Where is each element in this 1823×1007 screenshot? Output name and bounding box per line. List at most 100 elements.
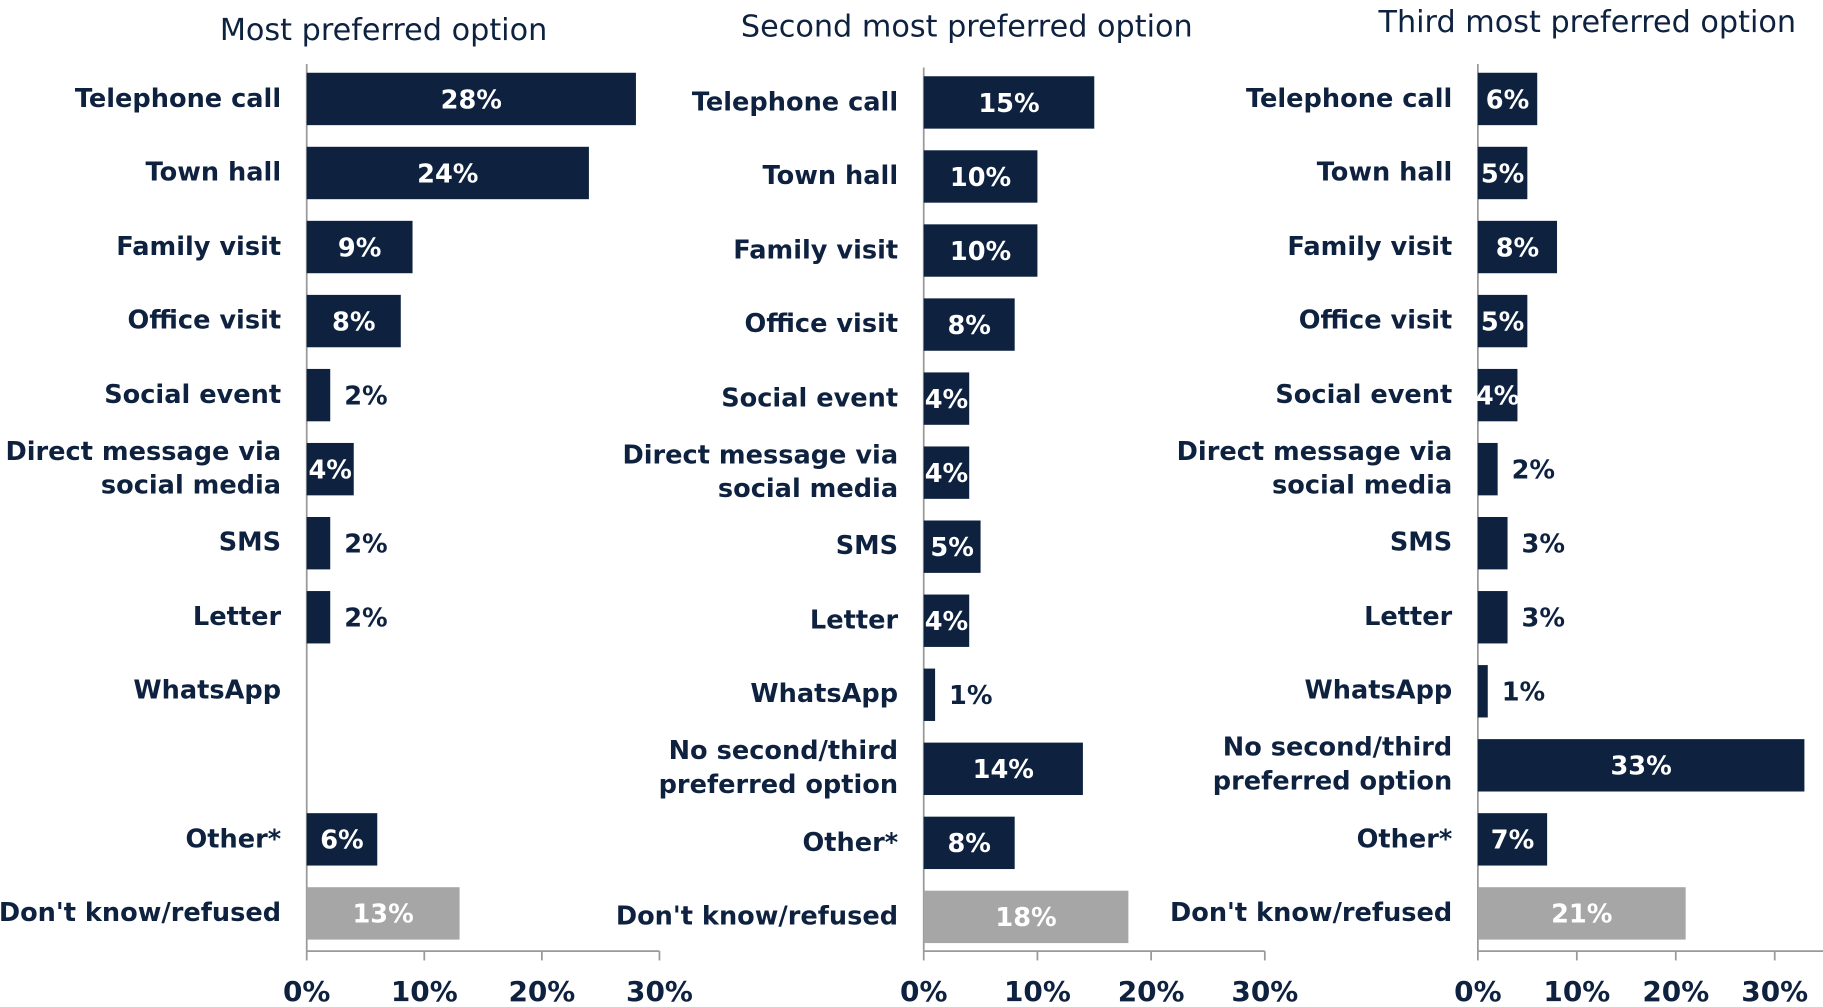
bar	[1477, 665, 1488, 718]
bar	[306, 72, 636, 126]
category-label: WhatsApp	[1304, 676, 1453, 706]
value-label: 21%	[1551, 900, 1612, 930]
x-tick-label: 20%	[1118, 975, 1185, 1007]
bar	[306, 442, 354, 496]
category-label-box: SMS	[836, 532, 898, 561]
value-label: 9%	[338, 233, 381, 263]
bar	[923, 742, 1083, 796]
value-label: 2%	[344, 530, 387, 560]
chart-title: Second most preferred option	[741, 9, 1193, 44]
value-label: 13%	[352, 900, 413, 930]
bar	[306, 294, 401, 348]
bar	[923, 76, 1095, 129]
bar	[923, 890, 1129, 944]
category-label-box: SMS	[1389, 528, 1453, 558]
category-label: Other*	[185, 824, 282, 854]
value-label: 28%	[441, 85, 502, 115]
category-label: Social event	[104, 380, 282, 410]
category-label: Don't know/refused	[1169, 898, 1453, 928]
category-label: Office visit	[1298, 306, 1453, 336]
bar	[923, 594, 970, 647]
category-label-box: Family visit	[1287, 232, 1453, 262]
category-label: Other*	[1356, 824, 1453, 854]
category-label: Telephone call	[1245, 84, 1453, 114]
category-label: Office visit	[127, 306, 282, 336]
x-tick-label: 10%	[1543, 975, 1610, 1007]
bar	[1477, 591, 1508, 644]
bar	[1477, 442, 1498, 496]
category-label: Don't know/refused	[615, 902, 899, 932]
bar	[923, 224, 1038, 277]
value-label: 24%	[417, 159, 478, 189]
x-tick-label: 0%	[283, 975, 330, 1007]
bar	[1477, 739, 1805, 792]
category-label-box: Direct message via social media	[1177, 438, 1453, 501]
value-label: 6%	[320, 826, 363, 856]
category-label: WhatsApp	[133, 676, 282, 706]
category-label-box: Letter	[193, 603, 281, 632]
value-label: 4%	[925, 385, 968, 415]
category-label-box: Town hall	[145, 158, 282, 188]
x-tick-label: 20%	[1642, 975, 1709, 1007]
value-label: 4%	[925, 459, 968, 489]
category-label: SMS	[218, 528, 282, 558]
value-label: 2%	[344, 604, 387, 634]
category-label: Office visit	[744, 310, 899, 340]
category-label: Family visit	[1287, 232, 1453, 262]
category-label: SMS	[1389, 528, 1453, 558]
category-label: Family visit	[733, 235, 899, 266]
value-label: 5%	[930, 533, 973, 563]
category-label-box: SMS	[218, 528, 282, 558]
value-label: 4%	[308, 455, 351, 485]
category-label: Town hall	[145, 158, 282, 188]
bar	[923, 668, 936, 721]
category-label-box: No second/third preferred option	[1213, 734, 1453, 797]
value-label: 10%	[950, 163, 1011, 193]
category-label-box: Telephone call	[74, 84, 282, 114]
category-label: Town hall	[762, 161, 899, 192]
category-label-box: Office visit	[744, 310, 899, 340]
x-tick-label: 0%	[1454, 975, 1501, 1007]
category-label-box: No second/third preferred option	[659, 737, 899, 800]
value-label: 3%	[1522, 530, 1565, 560]
category-label-box: Town hall	[1317, 158, 1453, 187]
x-tick-label: 30%	[1231, 975, 1298, 1007]
value-label: 33%	[1610, 752, 1671, 782]
category-label-box: Other*	[185, 824, 282, 854]
value-label: 8%	[1496, 233, 1539, 263]
category-label-box: Family visit	[733, 235, 899, 266]
bar	[306, 517, 331, 570]
category-label: Direct message via social media	[5, 437, 282, 501]
category-label-box: Town hall	[762, 161, 899, 192]
value-label: 1%	[949, 681, 992, 711]
bar	[1477, 146, 1528, 200]
category-label-box: Other*	[802, 828, 898, 857]
bar	[306, 887, 460, 940]
x-tick-label: 10%	[1004, 975, 1071, 1007]
category-label-box: Office visit	[127, 306, 282, 336]
bar	[1477, 368, 1518, 422]
category-label-box: Social event	[1275, 380, 1453, 410]
bar	[923, 372, 970, 425]
value-label: 5%	[1481, 159, 1524, 189]
category-label-box: Telephone call	[692, 88, 898, 117]
bar	[1477, 294, 1528, 348]
value-label: 10%	[950, 237, 1011, 267]
bar	[1477, 220, 1558, 274]
category-label-box: Direct message via social media	[5, 437, 282, 501]
category-label: Social event	[1275, 380, 1453, 410]
bar	[306, 146, 589, 200]
value-label: 2%	[344, 381, 387, 411]
category-label: Telephone call	[74, 84, 282, 114]
category-label-box: WhatsApp	[1304, 676, 1453, 706]
category-label-box: Other*	[1356, 824, 1453, 854]
value-label: 8%	[332, 307, 375, 337]
category-label-box: Family visit	[116, 232, 281, 261]
category-label: Direct message via social media	[622, 441, 899, 505]
bar	[1477, 887, 1686, 940]
value-label: 4%	[925, 607, 968, 637]
category-label-box: Don't know/refused	[1169, 898, 1453, 928]
value-label: 4%	[1476, 381, 1519, 411]
value-label: 18%	[995, 903, 1056, 933]
